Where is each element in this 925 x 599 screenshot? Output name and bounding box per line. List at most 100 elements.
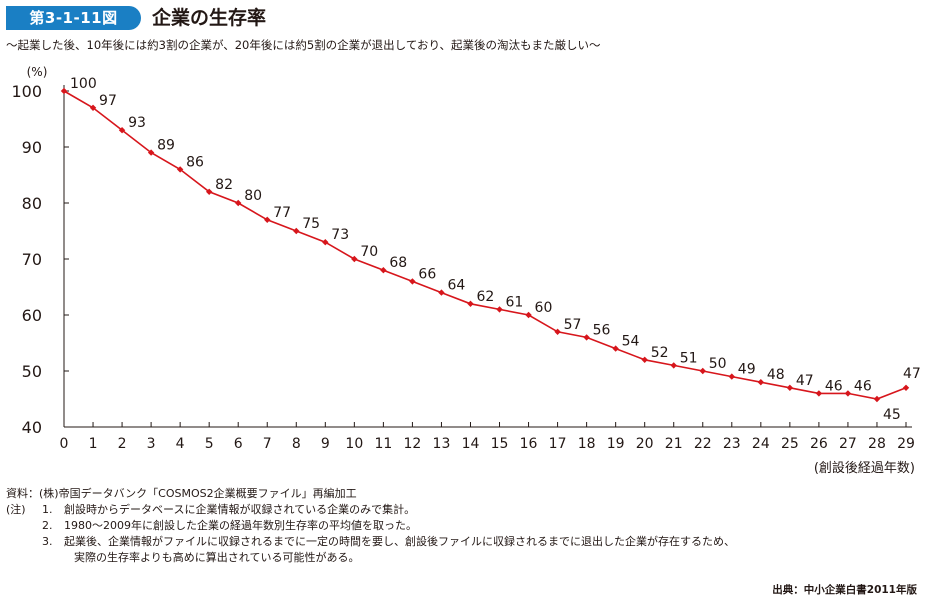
x-axis-ticks: 0 1 2 3 4 5 6 7 8 9 10 11 12 13 14 15 16 17 18 19 20 21 22 23 24… [60,422,915,452]
note-2-number: 2. [42,519,53,532]
x-tick-label: 26 [810,436,828,452]
x-tick-label: 4 [176,436,185,452]
x-tick-label: 14 [462,436,480,452]
chart-axes [63,85,912,428]
data-point [496,306,503,313]
data-label: 89 [157,138,175,154]
x-tick-label: 13 [433,436,451,452]
data-label: 73 [331,227,349,243]
data-label: 100 [70,76,97,92]
x-tick-label: 8 [292,436,301,452]
data-label: 51 [680,350,698,366]
data-point [641,356,648,363]
data-point [554,328,561,335]
data-point [351,255,358,263]
y-axis-ticks: 40 50 60 70 80 90 100 [11,82,69,437]
data-label: 68 [389,255,407,271]
note-2: 1980〜2009年に創設した企業の経過年数別生存率の平均値を取った。 [64,519,417,532]
data-label: 97 [99,93,117,109]
data-label: 46 [854,378,872,394]
data-label: 64 [447,278,465,294]
figure-title: 企業の生存率 [152,7,267,29]
x-tick-label: 0 [60,436,69,452]
x-tick-label: 28 [868,436,886,452]
data-label: 48 [767,367,785,383]
data-label: 75 [302,216,320,232]
y-tick-label: 50 [22,362,42,381]
data-point [844,390,852,397]
x-tick-label: 23 [723,436,741,452]
x-tick-label: 16 [520,436,538,452]
data-point [89,104,97,111]
data-point [118,127,126,134]
data-label: 62 [476,289,494,305]
x-tick-label: 24 [752,436,770,452]
data-source-note: 資料：(株)帝国データバンク「COSMOS2企業概要ファイル」再編加工 [6,487,357,500]
note-1: 創設時からデータベースに企業情報が収録されている企業のみで集計。 [64,503,416,516]
x-tick-label: 27 [839,436,857,452]
data-point [60,87,68,95]
publication-source: 出典：中小企業白書2011年版 [772,584,917,596]
y-tick-label: 100 [11,82,42,101]
x-tick-label: 22 [694,436,712,452]
x-tick-label: 9 [321,436,330,452]
data-point [322,239,329,246]
y-tick-label: 90 [22,138,42,157]
data-point [728,373,735,380]
data-point [757,379,765,386]
x-tick-label: 19 [607,436,625,452]
data-point [873,395,881,403]
x-tick-label: 6 [234,436,243,452]
data-point [380,267,387,274]
x-tick-label: 1 [89,436,98,452]
x-tick-label: 12 [403,436,421,452]
data-points [60,87,910,403]
data-point [205,188,213,195]
note-3-line-1: 起業後、企業情報がファイルに収録されるまでに一定の時間を要し、創設後ファイルに収… [64,535,735,548]
data-point [264,216,271,223]
note-prefix: (注) [6,503,26,516]
x-axis-label: (創設後経過年数) [814,460,915,476]
data-point [467,300,474,307]
data-point [786,384,794,391]
data-point [525,311,532,319]
data-label: 46 [825,378,843,394]
x-tick-label: 25 [781,436,799,452]
data-label: 80 [244,188,262,204]
x-tick-label: 5 [205,436,214,452]
data-label: 49 [738,362,756,378]
x-tick-label: 17 [549,436,567,452]
figure-subtitle: 〜起業した後、10年後には約3割の企業が、20年後には約5割の企業が退出しており… [6,38,601,52]
data-label: 60 [535,300,553,316]
y-tick-label: 40 [22,418,42,437]
note-3-number: 3. [42,535,53,548]
data-point [699,367,706,375]
x-tick-label: 21 [665,436,683,452]
x-tick-label: 7 [263,436,272,452]
data-label: 50 [709,356,727,372]
x-tick-label: 3 [147,436,156,452]
data-point [815,390,823,397]
data-point [670,362,677,369]
data-label: 66 [418,266,436,282]
data-label: 56 [593,322,611,338]
data-point [409,278,416,285]
data-label: 52 [651,345,669,361]
data-point [176,166,184,173]
data-point [438,289,445,296]
note-3-line-2: 実際の生存率よりも高めに算出されている可能性がある。 [74,551,360,564]
x-tick-label: 15 [491,436,509,452]
y-tick-label: 80 [22,194,42,213]
data-label: 77 [273,205,291,221]
data-point [235,199,242,207]
data-point [612,345,619,352]
note-1-number: 1. [42,503,53,516]
data-label: 54 [622,334,640,350]
y-tick-label: 60 [22,306,42,325]
y-tick-label: 70 [22,250,42,269]
data-label: 57 [564,317,582,333]
x-tick-label: 10 [345,436,363,452]
data-point [902,384,910,391]
figure-number-badge: 第3-1-11図 [6,6,141,30]
